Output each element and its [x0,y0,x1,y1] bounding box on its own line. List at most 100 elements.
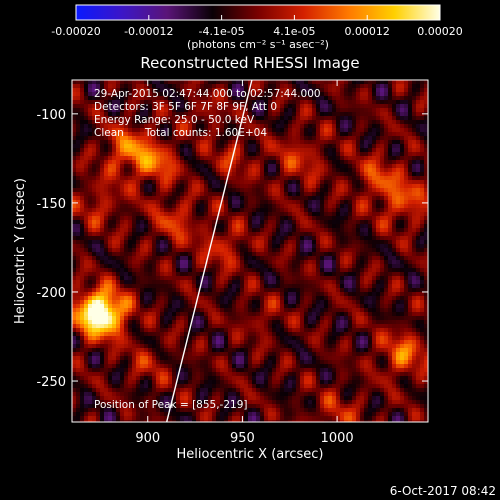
heatmap-cell [356,136,361,141]
heatmap-cell [284,268,289,273]
heatmap-cell [164,136,169,141]
heatmap-cell [76,188,81,193]
heatmap-cell [124,148,129,153]
heatmap-cell [364,116,369,121]
heatmap-cell [80,236,85,241]
heatmap-cell [124,220,129,225]
heatmap-cell [284,164,289,169]
heatmap-cell [400,208,405,213]
heatmap-cell [152,272,157,277]
heatmap-cell [412,240,417,245]
heatmap-cell [188,276,193,281]
heatmap-cell [100,196,105,201]
heatmap-cell [308,128,313,133]
heatmap-cell [88,252,93,257]
heatmap-cell [204,172,209,177]
heatmap-cell [284,88,289,93]
heatmap-cell [248,248,253,253]
heatmap-cell [240,244,245,249]
heatmap-cell [284,128,289,133]
heatmap-cell [204,288,209,293]
heatmap-cell [184,240,189,245]
heatmap-cell [332,216,337,221]
heatmap-cell [404,272,409,277]
heatmap-cell [368,140,373,145]
heatmap-cell [332,220,337,225]
heatmap-cell [240,300,245,305]
heatmap-cell [188,264,193,269]
heatmap-cell [264,252,269,257]
heatmap-cell [260,264,265,269]
heatmap-cell [100,80,105,85]
heatmap-cell [168,172,173,177]
heatmap-cell [92,212,97,217]
heatmap-cell [268,228,273,233]
heatmap-cell [408,132,413,137]
heatmap-cell [356,96,361,101]
heatmap-cell [268,300,273,305]
heatmap-cell [204,184,209,189]
heatmap-cell [96,276,101,281]
heatmap-cell [392,136,397,141]
heatmap-cell [344,288,349,293]
heatmap-cell [180,120,185,125]
heatmap-cell [188,148,193,153]
heatmap-cell [156,284,161,289]
heatmap-cell [92,280,97,285]
heatmap-cell [312,260,317,265]
heatmap-cell [264,132,269,137]
heatmap-cell [88,248,93,253]
heatmap-cell [252,124,257,129]
heatmap-cell [204,272,209,277]
heatmap-cell [380,156,385,161]
heatmap-cell [156,172,161,177]
heatmap-cell [284,112,289,117]
heatmap-cell [88,116,93,121]
heatmap-cell [364,244,369,249]
heatmap-cell [312,164,317,169]
heatmap-cell [228,112,233,117]
heatmap-cell [112,252,117,257]
heatmap-cell [336,120,341,125]
heatmap-cell [408,296,413,301]
heatmap-cell [244,200,249,205]
heatmap-cell [352,160,357,165]
heatmap-cell [404,276,409,281]
heatmap-cell [260,160,265,165]
heatmap-cell [324,264,329,269]
heatmap-cell [224,256,229,261]
heatmap-cell [208,264,213,269]
heatmap-cell [336,100,341,105]
heatmap-cell [336,272,341,277]
heatmap-cell [424,164,428,169]
heatmap-cell [388,112,393,117]
heatmap-cell [88,272,93,277]
heatmap-cell [332,128,337,133]
heatmap-cell [84,188,89,193]
heatmap-cell [248,112,253,117]
heatmap-cell [264,144,269,149]
heatmap-cell [196,200,201,205]
heatmap-cell [172,296,177,301]
heatmap-cell [120,272,125,277]
heatmap-cell [420,208,425,213]
heatmap-cell [416,168,421,173]
heatmap-cell [372,284,377,289]
heatmap-cell [296,180,301,185]
heatmap-cell [164,296,169,301]
heatmap-cell [312,136,317,141]
heatmap-cell [116,180,121,185]
heatmap-cell [140,268,145,273]
heatmap-cell [352,100,357,105]
heatmap-cell [360,112,365,117]
heatmap-cell [320,132,325,137]
heatmap-cell [256,88,261,93]
heatmap-cell [164,216,169,221]
heatmap-cell [412,156,417,161]
heatmap-cell [396,120,401,125]
heatmap-cell [192,176,197,181]
heatmap-cell [140,96,145,101]
heatmap-cell [340,116,345,121]
heatmap-cell [312,108,317,113]
heatmap-cell [404,140,409,145]
